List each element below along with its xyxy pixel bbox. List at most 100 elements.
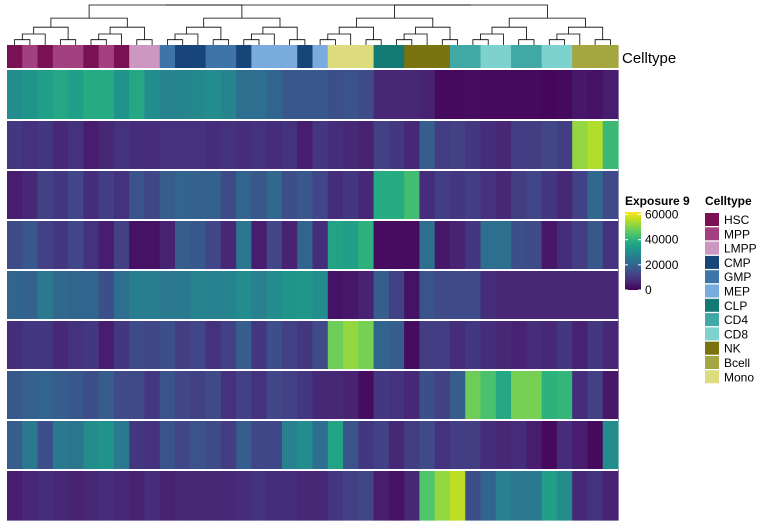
legend-item-cd4: CD4 (705, 313, 748, 327)
dendrogram-branch (60, 39, 77, 45)
heatmap-cell (541, 70, 558, 121)
heatmap-cell (129, 470, 146, 521)
annotation-cell-bcell (602, 45, 619, 68)
heatmap-cell (495, 70, 512, 121)
heatmap-cell (83, 70, 100, 121)
heatmap-cell (281, 270, 298, 321)
heatmap-cell (281, 320, 298, 371)
heatmap-cell (511, 420, 527, 471)
legend-swatch (705, 341, 719, 355)
heatmap-cell (144, 370, 161, 421)
annotation-cell-cd4 (449, 45, 466, 68)
heatmap-cell (480, 220, 497, 271)
column-dendrogram (14, 4, 611, 45)
heatmap-cell (297, 170, 314, 221)
heatmap-cell (434, 270, 451, 321)
heatmap-cell (312, 320, 329, 371)
dendrogram-branch (415, 26, 451, 40)
heatmap-cell (541, 270, 558, 321)
legend-label: NK (724, 342, 741, 356)
dendrogram-branch (394, 4, 548, 19)
heatmap-cell (205, 220, 222, 271)
heatmap-cell (526, 70, 543, 121)
heatmap-cell (68, 270, 84, 321)
heatmap-cell (113, 420, 130, 471)
heatmap-cell (480, 120, 497, 171)
heatmap-cell (251, 120, 268, 171)
heatmap-cell (404, 320, 421, 371)
heatmap-cell (511, 370, 527, 421)
heatmap-cell (404, 70, 421, 121)
annotation-cell-mpp (52, 45, 69, 68)
heatmap-cell (159, 320, 176, 371)
annotation-cell-cd8 (541, 45, 558, 68)
annotation-cell-cmp (175, 45, 191, 68)
heatmap-cell (465, 170, 482, 221)
heatmap-cell (175, 170, 191, 221)
heatmap-cell (434, 370, 451, 421)
dendrogram-branch (50, 17, 128, 28)
heatmap-cell (236, 270, 253, 321)
heatmap-cell (113, 320, 130, 371)
heatmap-cell (572, 220, 589, 271)
heatmap-cell (388, 220, 405, 271)
heatmap-cell (434, 320, 451, 371)
heatmap-cell (541, 220, 558, 271)
heatmap-cell (327, 70, 344, 121)
celltype-annotation-bar (7, 45, 619, 68)
heatmap-cell (83, 220, 100, 271)
heatmap-cell (220, 170, 237, 221)
heatmap-cell (236, 70, 253, 121)
heatmap-cell (511, 120, 527, 171)
heatmap-cell (465, 320, 482, 371)
annotation-cell-cd8 (556, 45, 573, 68)
heatmap-cell (297, 70, 314, 121)
heatmap-cell (343, 370, 359, 421)
heatmap-cell (113, 270, 130, 321)
heatmap-cell (220, 270, 237, 321)
heatmap-cell (113, 220, 130, 271)
heatmap-cell (572, 120, 589, 171)
annotation-cell-mpp (98, 45, 115, 68)
heatmap-cell (297, 220, 314, 271)
heatmap-cell (22, 420, 39, 471)
heatmap-cell (144, 170, 161, 221)
heatmap-cell (129, 220, 146, 271)
heatmap-cell (449, 120, 466, 171)
heatmap-cell (388, 420, 405, 471)
heatmap-cell (327, 370, 344, 421)
legend-swatch (705, 313, 719, 327)
heatmap-cell (22, 120, 39, 171)
heatmap-cell (83, 370, 100, 421)
annotation-cell-lmpp (129, 45, 146, 68)
heatmap-cell (113, 470, 130, 521)
annotation-cell-gmp (205, 45, 222, 68)
colorbar-legend: Exposure 9 0 20000 40000 60000 (625, 194, 690, 297)
heatmap-cell (511, 470, 527, 521)
colorbar-title: Exposure 9 (625, 194, 690, 208)
heatmap-cell (556, 270, 573, 321)
heatmap-cell (587, 170, 604, 221)
annotation-cell-bcell (572, 45, 589, 68)
heatmap-cell (327, 120, 344, 171)
dendrogram-branch (262, 26, 298, 40)
heatmap-cell (297, 320, 314, 371)
heatmap-cell (602, 270, 619, 321)
heatmap-cell (297, 370, 314, 421)
dendrogram-branch (396, 39, 413, 45)
heatmap-cell (602, 320, 619, 371)
heatmap-cell (480, 70, 497, 121)
heatmap-cell (465, 220, 482, 271)
heatmap-cell (511, 320, 527, 371)
heatmap-cell (113, 70, 130, 121)
heatmap-cell (37, 70, 54, 121)
dendrogram-branch (14, 39, 31, 45)
heatmap-cell (7, 120, 23, 171)
heatmap-cell (83, 470, 100, 521)
heatmap-cell (602, 170, 619, 221)
heatmap-cell (495, 320, 512, 371)
heatmap-cell (37, 270, 54, 321)
heatmap-cell (358, 470, 375, 521)
heatmap-cell (98, 420, 115, 471)
heatmap-cell (297, 470, 314, 521)
